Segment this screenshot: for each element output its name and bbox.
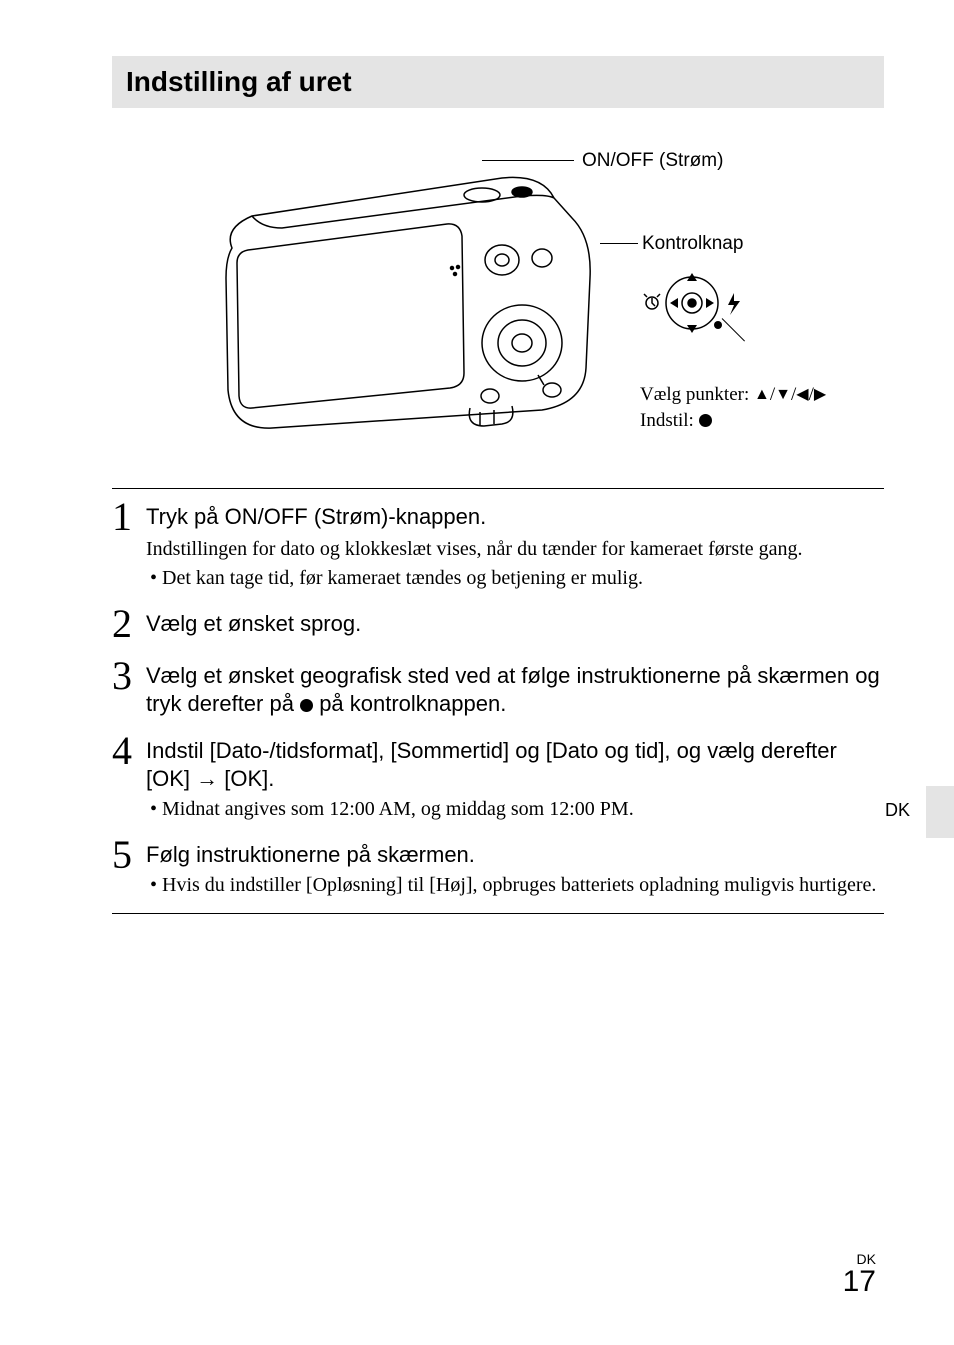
page-heading: Indstilling af uret (112, 56, 884, 108)
step-number: 3 (112, 656, 146, 719)
step-title: Tryk på ON/OFF (Strøm)-knappen. (146, 503, 884, 532)
step-title: Følg instruktionerne på skærmen. (146, 841, 884, 870)
center-dot-icon (300, 699, 313, 712)
step-number: 5 (112, 835, 146, 899)
step-5: 5 Følg instruktionerne på skærmen. Hvis … (112, 835, 884, 899)
side-language-label: DK (885, 800, 910, 821)
step-bullet: Hvis du indstiller [Opløsning] til [Høj]… (146, 872, 884, 899)
select-items-label: Vælg punkter: ▲/▼/◀/▶ (640, 384, 826, 406)
step-subtext: Indstillingen for dato og klokkeslæt vis… (146, 536, 884, 563)
step-title: Vælg et ønsket geografisk sted ved at fø… (146, 662, 884, 719)
page-number: 17 (843, 1267, 876, 1297)
center-dot-icon (699, 414, 712, 427)
right-triangle-icon: ▶ (814, 384, 826, 404)
down-triangle-icon: ▼ (775, 386, 791, 404)
kontrolknap-label: Kontrolknap (642, 233, 743, 255)
step-bullet: Midnat angives som 12:00 AM, og middag s… (146, 796, 884, 823)
onoff-callout-line (482, 160, 574, 161)
left-triangle-icon: ◀ (796, 384, 808, 404)
step-number: 4 (112, 731, 146, 823)
up-triangle-icon: ▲ (754, 386, 770, 404)
step-1: 1 Tryk på ON/OFF (Strøm)-knappen. Indsti… (112, 497, 884, 592)
step-2: 2 Vælg et ønsket sprog. (112, 604, 884, 644)
camera-diagram: ON/OFF (Strøm) Kontrolknap (202, 138, 884, 468)
set-label: Indstil: (640, 410, 712, 432)
camera-illustration (202, 168, 602, 438)
step-4: 4 Indstil [Dato-/tidsformat], [Sommertid… (112, 731, 884, 823)
step-bullet: Det kan tage tid, før kameraet tændes og… (146, 565, 884, 592)
page-footer: DK 17 (843, 1251, 876, 1297)
kontrolknap-callout-line (600, 243, 638, 244)
step-title: Indstil [Dato-/tidsformat], [Sommertid] … (146, 737, 884, 794)
onoff-label: ON/OFF (Strøm) (582, 150, 723, 172)
step-3: 3 Vælg et ønsket geografisk sted ved at … (112, 656, 884, 719)
step-title: Vælg et ønsket sprog. (146, 610, 884, 639)
step-number: 2 (112, 604, 146, 644)
control-pad-icon (640, 263, 760, 343)
side-tab (926, 786, 954, 838)
step-number: 1 (112, 497, 146, 592)
steps-list: 1 Tryk på ON/OFF (Strøm)-knappen. Indsti… (112, 488, 884, 914)
